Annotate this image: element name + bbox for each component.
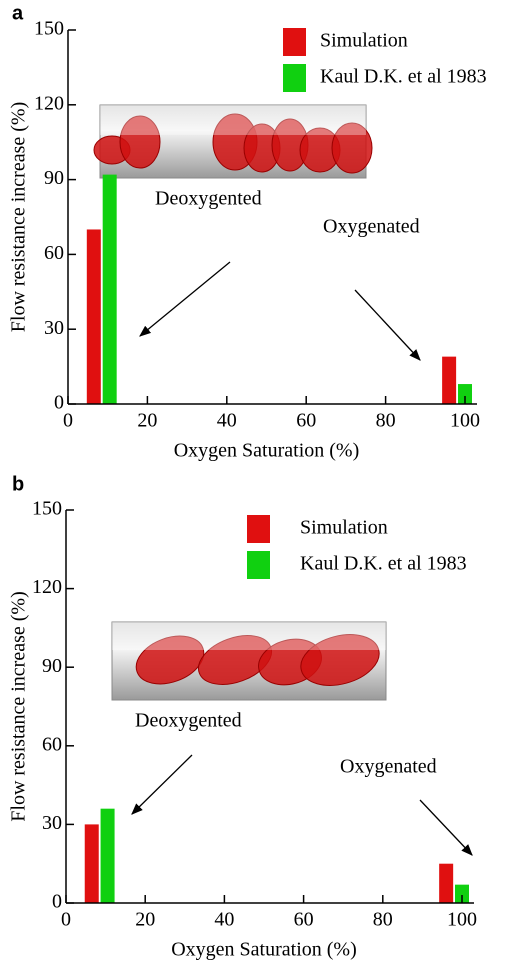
x-tick-label: 100	[447, 909, 477, 931]
x-axis-title: Oxygen Saturation (%)	[174, 440, 360, 462]
annotation: Oxygenated	[340, 756, 437, 778]
y-tick-label: 90	[44, 167, 64, 189]
legend-swatch	[247, 551, 270, 579]
y-tick-label: 150	[32, 498, 62, 520]
panel-label: b	[12, 473, 24, 495]
legend-label: Kaul D.K. et al 1983	[320, 66, 487, 88]
bar	[439, 864, 453, 903]
legend-swatch	[283, 64, 306, 92]
legend-label: Simulation	[320, 30, 408, 52]
annotation: Oxygenated	[323, 216, 420, 238]
y-tick-label: 120	[32, 576, 62, 598]
x-tick-label: 20	[137, 410, 157, 432]
legend-label: Kaul D.K. et al 1983	[300, 553, 467, 575]
y-axis-title: Flow resistance increase (%)	[8, 591, 30, 821]
x-tick-label: 80	[376, 410, 396, 432]
x-tick-label: 40	[214, 909, 234, 931]
annotation: Deoxygented	[155, 188, 262, 210]
bar	[101, 809, 115, 903]
x-tick-label: 40	[217, 410, 237, 432]
x-tick-label: 60	[296, 410, 316, 432]
bar	[87, 229, 101, 404]
y-tick-label: 150	[34, 18, 64, 40]
y-tick-label: 120	[34, 92, 64, 114]
bar	[103, 175, 117, 404]
inset-cylinder	[112, 622, 386, 700]
y-axis-title: Flow resistance increase (%)	[8, 102, 30, 332]
legend-swatch	[247, 515, 270, 543]
bar	[442, 357, 456, 404]
x-axis-title: Oxygen Saturation (%)	[171, 939, 357, 961]
panel-label: a	[12, 2, 24, 24]
x-tick-label: 0	[61, 909, 71, 931]
x-tick-label: 20	[135, 909, 155, 931]
inset-cylinder	[94, 105, 372, 178]
y-tick-label: 60	[42, 733, 62, 755]
x-tick-label: 80	[373, 909, 393, 931]
bar	[85, 824, 99, 903]
figure: a 0 30 60 90 120 150 0 20 40 60 80 100 Oxygen Saturat…	[0, 0, 517, 967]
x-tick-label: 60	[294, 909, 314, 931]
legend-label: Simulation	[300, 517, 388, 539]
legend-swatch	[283, 28, 306, 56]
x-tick-label: 0	[63, 410, 73, 432]
y-tick-label: 30	[44, 317, 64, 339]
annotation: Deoxygented	[135, 710, 242, 732]
y-tick-label: 90	[42, 655, 62, 677]
x-tick-label: 100	[450, 410, 480, 432]
y-tick-label: 60	[44, 242, 64, 264]
y-tick-label: 30	[42, 812, 62, 834]
